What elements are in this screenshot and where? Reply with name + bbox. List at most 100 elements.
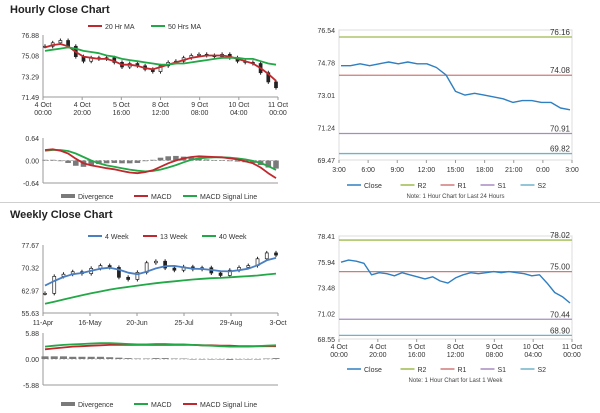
hourly_close_24h-level-r2-label: 76.16	[550, 28, 571, 37]
weekly_macd-divergence-bar	[189, 359, 197, 360]
hourly_macd-y-tick-label: -0.64	[23, 181, 39, 188]
hourly_macd-divergence-bar	[227, 160, 233, 162]
hourly_macd-divergence-bar	[273, 160, 279, 169]
hourly_price-x-tick-label: 00:00	[269, 110, 287, 117]
hourly_close_24h-y-tick-label: 74.78	[317, 61, 335, 68]
hourly_macd-divergence-bar	[234, 160, 241, 162]
hourly_macd-divergence-bar	[65, 160, 71, 163]
weekly_macd-divergence-bar	[217, 359, 225, 360]
hourly_price-price-candle	[274, 81, 278, 89]
weekly_close_1w-x-tick-label: 10 Oct	[523, 344, 544, 351]
hourly_close_24h-note: Note: 1 Hour Chart for Last 24 Hours	[406, 194, 504, 200]
weekly_price-price-candle	[246, 265, 251, 268]
weekly_price-x-tick-label: 11-Apr	[33, 320, 54, 327]
hourly_macd-divergence-bar	[103, 160, 110, 164]
weekly_close_1w-x-tick-label: 08:00	[486, 352, 504, 359]
weekly_price-price-candle	[135, 272, 140, 280]
weekly_price-x-tick-label: 29-Aug	[220, 320, 243, 327]
weekly_macd-divergence-bar	[106, 357, 114, 359]
hourly_macd-divergence-bar	[265, 160, 272, 168]
weekly_price-y-tick-label: 55.63	[21, 311, 39, 318]
hourly_price-x-tick-label: 11 Oct	[268, 102, 288, 109]
hourly_price-x-tick-label: 4 Oct	[35, 102, 52, 109]
weekly_price-y-tick-label: 70.32	[21, 266, 39, 273]
hourly_price-price-candle	[197, 53, 201, 56]
weekly_macd-divergence-bar	[78, 356, 86, 359]
hourly_price-y-tick-label: 75.08	[21, 54, 39, 61]
weekly_close_1w-note: Note: 1 Hour Chart for Last 1 Week	[409, 378, 504, 384]
weekly_price-y-tick-label: 77.67	[21, 243, 39, 250]
weekly_macd-legend-label: MACD	[151, 402, 172, 409]
hourly_close_24h-legend-label: S1	[498, 183, 507, 190]
hourly_macd-legend-swatch	[61, 194, 75, 198]
hourly_macd-divergence-bar	[111, 160, 118, 163]
hourly_macd-legend-label: Divergence	[78, 194, 114, 201]
hourly_close_24h-x-tick-label: 21:00	[505, 167, 523, 174]
hourly_close_24h-level-s2-label: 69.82	[550, 145, 571, 154]
hourly_macd-signal-line	[44, 149, 277, 173]
weekly_macd-divergence-bar	[263, 358, 271, 360]
hourly_close_24h-y-tick-label: 69.47	[317, 158, 335, 165]
weekly_macd-divergence-bar	[124, 358, 132, 359]
weekly_close_1w-legend-label: R1	[458, 367, 467, 374]
weekly_close_1w-x-tick-label: 4 Oct	[369, 344, 386, 351]
hourly_price-x-tick-label: 00:00	[34, 110, 52, 117]
weekly_macd-divergence-bar	[59, 356, 67, 359]
weekly_close_1w-x-tick-label: 4 Oct	[331, 344, 348, 351]
weekly_price-price-candle	[43, 292, 47, 295]
weekly_price-legend-label: 13 Week	[160, 234, 188, 241]
hourly_close_24h-x-tick-label: 9:00	[390, 167, 404, 174]
weekly_macd-y-tick-label: 0.00	[25, 357, 39, 364]
weekly_close_1w-legend-label: S1	[498, 367, 507, 374]
hourly_close_24h-x-tick-label: 6:00	[361, 167, 375, 174]
weekly_price-x-tick-label: 16-May	[78, 320, 102, 327]
hourly_close_24h-x-tick-label: 15:00	[447, 167, 465, 174]
hourly_macd-divergence-bar	[150, 159, 156, 161]
hourly_macd-legend-label: MACD	[151, 194, 172, 201]
hourly_close_24h-legend-label: R2	[418, 183, 427, 190]
weekly_price-price-candle	[172, 267, 177, 271]
weekly_macd-divergence-bar	[161, 358, 169, 359]
hourly_price-x-tick-label: 12:00	[152, 110, 170, 117]
hourly_macd-divergence-bar	[134, 160, 141, 163]
weekly_price-price-candle	[264, 252, 269, 260]
hourly_macd-divergence-bar	[73, 160, 79, 166]
hourly_close_24h-x-tick-label: 18:00	[476, 167, 494, 174]
weekly_macd-y-tick-label: -5.88	[23, 383, 39, 390]
weekly_close_1w-x-tick-label: 12:00	[447, 352, 465, 359]
hourly_price-x-tick-label: 9 Oct	[191, 102, 208, 109]
weekly_macd-divergence-bar	[143, 358, 151, 360]
hourly_price-x-tick-label: 10 Oct	[229, 102, 250, 109]
weekly_macd-divergence-bar	[41, 356, 49, 359]
hourly_macd-divergence-bar	[57, 160, 64, 162]
weekly_close_1w-level-r1-label: 75.00	[550, 263, 571, 272]
hourly_price-x-tick-label: 20:00	[73, 110, 91, 117]
weekly_macd-divergence-bar	[180, 358, 188, 360]
hourly_close_24h-x-tick-label: 3:00	[332, 167, 346, 174]
weekly_price-ma_4week-line	[44, 257, 277, 287]
weekly_close_1w-y-tick-label: 75.94	[317, 260, 335, 267]
weekly_macd-divergence-bar	[69, 356, 77, 359]
weekly_macd-legend-label: Divergence	[78, 402, 114, 409]
weekly_close_1w-x-tick-label: 04:00	[524, 352, 542, 359]
weekly_close_1w-plot-area	[338, 235, 573, 340]
weekly_close_1w-legend-label: Close	[364, 367, 382, 374]
hourly_price-ma_short-line	[44, 43, 277, 82]
hourly_price-x-tick-label: 16:00	[113, 110, 131, 117]
hourly_close_24h-y-tick-label: 73.01	[317, 93, 335, 100]
weekly_close_1w-legend-label: R2	[418, 367, 427, 374]
weekly_close_1w-close_line-line	[340, 259, 571, 304]
weekly_price-ma_long-line	[44, 272, 277, 305]
weekly_close_1w-level-r2-label: 78.02	[550, 231, 571, 240]
weekly_price-price-candle	[218, 272, 223, 276]
hourly_price-x-tick-label: 5 Oct	[113, 102, 130, 109]
weekly_price-price-candle	[274, 252, 278, 256]
weekly_macd-divergence-bar	[207, 359, 215, 360]
hourly_price-x-tick-label: 4 Oct	[74, 102, 91, 109]
hourly_close_24h-level-r1-label: 74.08	[550, 66, 571, 75]
weekly_macd-divergence-bar	[226, 359, 234, 360]
weekly_macd-legend-label: MACD Signal Line	[200, 402, 257, 409]
weekly_price-x-tick-label: 3-Oct	[269, 320, 286, 327]
hourly_price-price-candle	[266, 72, 271, 83]
hourly_close_24h-level-s1-label: 70.91	[550, 125, 571, 134]
